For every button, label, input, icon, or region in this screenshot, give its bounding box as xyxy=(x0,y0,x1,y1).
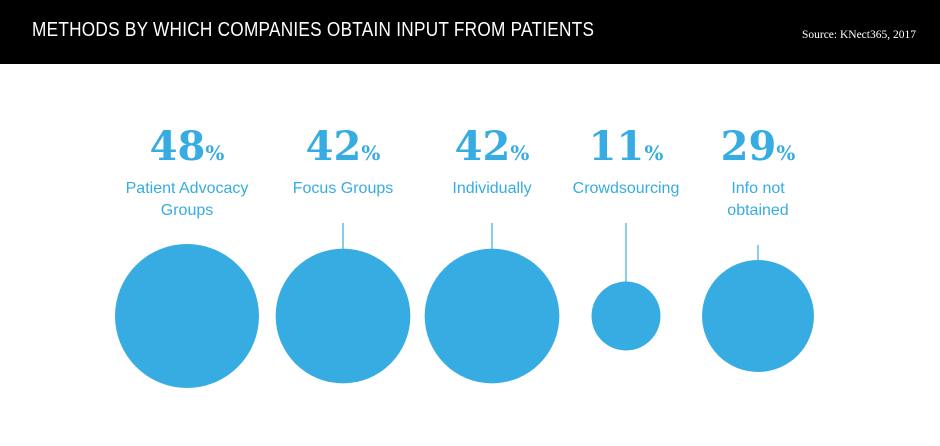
category-label: Individually xyxy=(452,180,531,197)
bubble-group: 42% Individually xyxy=(424,123,560,384)
value-label: 42% xyxy=(455,123,530,170)
value-label: 29% xyxy=(721,123,796,170)
header-bar: METHODS BY WHICH COMPANIES OBTAIN INPUT … xyxy=(0,0,940,64)
bubble-group: 29% Info not obtained xyxy=(702,123,814,372)
category-label: Focus Groups xyxy=(293,180,393,197)
category-label: Crowdsourcing xyxy=(573,180,680,197)
value-label: 48% xyxy=(150,123,225,170)
bubble-group: 42% Focus Groups xyxy=(275,123,411,384)
value-label: 42% xyxy=(306,123,381,170)
bubble xyxy=(424,248,560,384)
page-title: METHODS BY WHICH COMPANIES OBTAIN INPUT … xyxy=(32,19,595,41)
value-label: 11% xyxy=(589,123,664,170)
bubble xyxy=(702,260,814,372)
bubble xyxy=(115,244,259,388)
category-label: Patient Advocacy Groups xyxy=(126,180,249,219)
bubble-group: 48% Patient Advocacy Groups xyxy=(115,123,259,388)
source-note: Source: KNect365, 2017 xyxy=(801,29,916,41)
bubble xyxy=(275,248,411,384)
bubble xyxy=(591,281,661,351)
category-label: Info not obtained xyxy=(727,180,788,219)
bubble-group: 11% Crowdsourcing xyxy=(573,123,680,351)
